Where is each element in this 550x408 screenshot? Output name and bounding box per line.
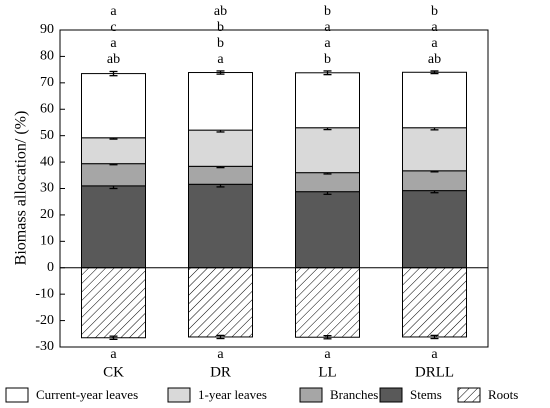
bar-segment — [295, 191, 360, 269]
y-tick-label: 80 — [40, 49, 54, 64]
legend-label: Current-year leaves — [36, 387, 138, 402]
legend-swatch — [299, 387, 323, 403]
y-tick-label: 50 — [40, 128, 54, 143]
bar-segment — [295, 72, 360, 129]
error-bar — [323, 70, 332, 76]
bar-segment — [188, 267, 253, 338]
significance-letter: a — [324, 347, 331, 362]
y-tick-label: -30 — [35, 339, 54, 354]
significance-letter: b — [431, 4, 438, 19]
bar-segment — [402, 71, 467, 129]
x-tick-label: LL — [318, 364, 336, 380]
error-bar — [109, 70, 118, 77]
bar-segment — [81, 163, 146, 187]
error-bar — [109, 335, 118, 340]
legend-swatch — [457, 387, 481, 403]
significance-letter: b — [217, 36, 224, 51]
significance-letter: a — [110, 4, 117, 19]
significance-letter: b — [324, 52, 331, 67]
significance-letter: a — [431, 347, 438, 362]
error-bar — [430, 334, 439, 340]
bar-segment — [402, 127, 467, 172]
y-tick-label: 10 — [40, 234, 54, 249]
bar-segment — [295, 172, 360, 193]
significance-letter: ab — [428, 52, 441, 67]
y-tick-label: 0 — [47, 260, 54, 275]
y-tick-label: 70 — [40, 75, 54, 90]
significance-letter: a — [217, 52, 224, 67]
y-tick-label: 20 — [40, 207, 54, 222]
significance-letter: ab — [214, 4, 227, 19]
bar-segment — [402, 170, 467, 192]
x-tick-label: CK — [103, 364, 124, 380]
significance-letter: b — [324, 4, 331, 19]
y-axis-label: Biomass allocation/ (%) — [13, 111, 30, 266]
plot-frame — [59, 29, 489, 348]
legend-label: 1-year leaves — [198, 387, 267, 402]
significance-letter: a — [431, 36, 438, 51]
significance-letter: ab — [107, 52, 120, 67]
significance-letter: a — [110, 347, 117, 362]
bar-segment — [188, 129, 253, 167]
bar-segment — [188, 183, 253, 269]
y-tick-label: -10 — [35, 286, 54, 301]
legend-swatch — [167, 387, 191, 403]
legend-label: Branches — [330, 387, 378, 402]
bar-segment — [81, 185, 146, 269]
y-tick-label: 60 — [40, 101, 54, 116]
significance-letter: a — [324, 20, 331, 35]
x-tick-label: DR — [210, 364, 231, 380]
y-tick-label: -20 — [35, 313, 54, 328]
error-bar — [323, 334, 332, 340]
bar-segment — [402, 267, 467, 338]
bar-segment — [295, 267, 360, 338]
error-bar — [216, 70, 225, 75]
legend-swatch — [379, 387, 403, 403]
significance-letter: a — [217, 347, 224, 362]
y-tick-label: 90 — [40, 22, 54, 37]
legend-label: Stems — [410, 387, 442, 402]
bar-segment — [295, 127, 360, 174]
bar-segment — [188, 72, 253, 131]
bar-segment — [81, 137, 146, 165]
bar-segment — [81, 267, 146, 339]
y-tick-label: 40 — [40, 154, 54, 169]
significance-letter: b — [217, 20, 224, 35]
x-tick-label: DRLL — [415, 364, 454, 380]
legend-swatch — [5, 387, 29, 403]
bar-segment — [81, 73, 146, 139]
significance-letter: c — [110, 20, 116, 35]
significance-letter: a — [110, 36, 117, 51]
bar-segment — [402, 190, 467, 269]
significance-letter: a — [431, 20, 438, 35]
significance-letter: a — [324, 36, 331, 51]
error-bar — [430, 70, 439, 75]
y-tick-label: 30 — [40, 181, 54, 196]
error-bar — [216, 334, 225, 340]
legend-label: Roots — [488, 387, 518, 402]
bar-segment — [188, 165, 253, 185]
